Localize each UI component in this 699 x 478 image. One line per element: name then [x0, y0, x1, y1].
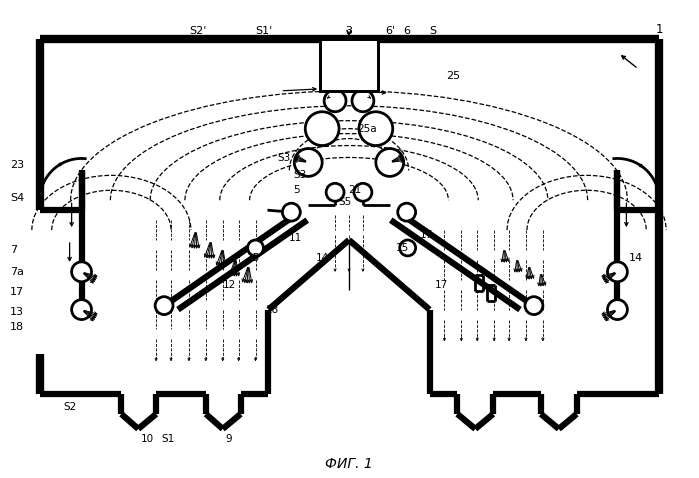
Circle shape [155, 297, 173, 315]
Text: 5: 5 [294, 185, 300, 196]
Circle shape [398, 203, 416, 221]
Circle shape [326, 184, 344, 201]
Circle shape [400, 240, 416, 256]
Text: 9: 9 [226, 434, 232, 444]
Circle shape [607, 300, 628, 319]
Circle shape [359, 112, 393, 145]
Text: 18: 18 [266, 304, 279, 315]
Circle shape [376, 149, 404, 176]
Text: 6': 6' [384, 26, 395, 36]
Text: 12: 12 [223, 280, 236, 290]
Text: 18: 18 [10, 323, 24, 333]
Text: 21: 21 [348, 185, 361, 196]
Text: 13: 13 [10, 306, 24, 316]
Circle shape [282, 203, 301, 221]
Circle shape [294, 149, 322, 176]
Text: S3: S3 [294, 170, 307, 180]
Text: S1': S1' [256, 26, 273, 36]
Text: S4: S4 [10, 193, 24, 203]
Text: S2': S2' [189, 26, 206, 36]
Text: 14: 14 [628, 253, 642, 263]
Bar [320, 39, 378, 91]
Text: 15: 15 [396, 243, 409, 253]
Text: 17: 17 [435, 280, 448, 290]
Circle shape [324, 90, 346, 112]
Text: S3: S3 [277, 153, 290, 163]
Text: S1: S1 [161, 434, 174, 444]
Circle shape [305, 112, 339, 145]
Text: 17: 17 [419, 230, 433, 240]
Text: S: S [429, 26, 437, 36]
Circle shape [607, 262, 628, 282]
Text: 10: 10 [141, 434, 154, 444]
Text: 3: 3 [345, 26, 352, 36]
Text: S2: S2 [64, 402, 77, 412]
Text: 25: 25 [447, 71, 461, 81]
Circle shape [354, 184, 372, 201]
Text: S5: S5 [338, 197, 352, 207]
Circle shape [71, 262, 92, 282]
Text: 7a: 7a [10, 267, 24, 277]
Text: 1: 1 [655, 23, 663, 36]
Text: ФИГ. 1: ФИГ. 1 [325, 456, 373, 471]
Circle shape [247, 240, 264, 256]
Circle shape [71, 300, 92, 319]
Text: 15: 15 [247, 253, 260, 263]
Bar [320, 39, 378, 91]
Text: 25a: 25a [357, 124, 377, 134]
Circle shape [352, 90, 374, 112]
Text: 11: 11 [289, 233, 301, 243]
Text: 17: 17 [10, 287, 24, 297]
Text: 14: 14 [316, 253, 329, 263]
Text: 7: 7 [10, 245, 17, 255]
Circle shape [525, 297, 543, 315]
Text: 6: 6 [404, 26, 411, 36]
Text: 23: 23 [10, 161, 24, 171]
